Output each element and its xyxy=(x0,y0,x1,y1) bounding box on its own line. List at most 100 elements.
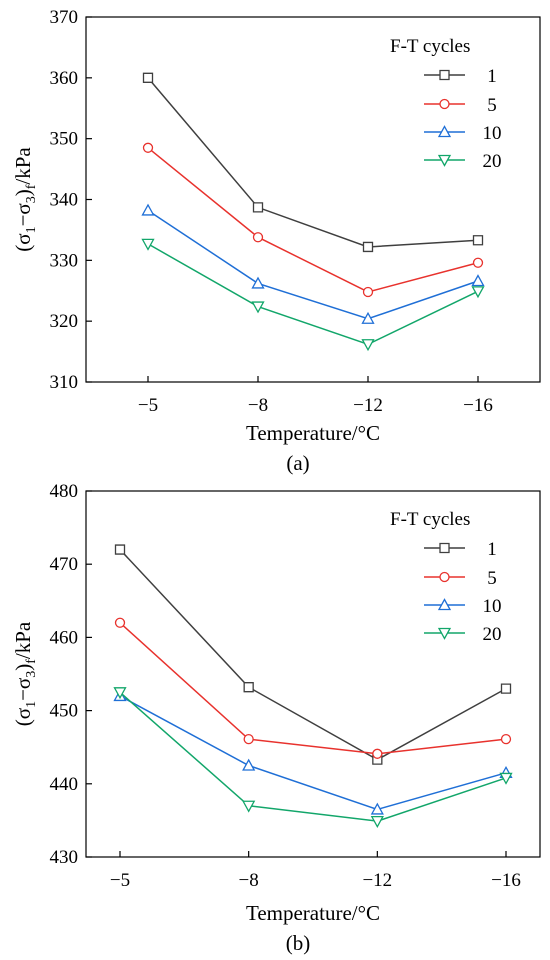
x-tick-label: −12 xyxy=(353,395,383,416)
x-axis-label: Temperature/°C xyxy=(246,421,380,445)
legend-marker xyxy=(439,542,450,554)
legend: F-T cycles 1 5 10 20 xyxy=(390,36,502,172)
data-point xyxy=(362,241,374,253)
y-tick-label: 370 xyxy=(50,7,79,28)
x-tick-label: −5 xyxy=(110,870,130,891)
data-point xyxy=(500,683,512,694)
legend: F-T cycles 1 5 10 20 xyxy=(390,509,502,645)
legend-item: 5 xyxy=(424,95,497,116)
x-tick-label: −12 xyxy=(362,870,392,891)
data-point xyxy=(361,311,375,324)
data-point xyxy=(472,235,484,246)
data-point xyxy=(252,232,264,243)
plot-frame xyxy=(85,490,541,858)
y-tick-label: 350 xyxy=(50,129,79,150)
legend-label: 1 xyxy=(487,539,497,560)
legend-item: 10 xyxy=(424,596,502,617)
y-tick-label: 470 xyxy=(50,554,79,575)
series-10 xyxy=(113,689,513,815)
y-tick-label: 320 xyxy=(50,311,79,332)
data-point xyxy=(370,802,384,815)
legend-marker xyxy=(437,627,452,640)
legend-label: 20 xyxy=(483,624,502,645)
data-point xyxy=(362,286,374,298)
data-point xyxy=(243,682,254,693)
y-axis-label: (σ1−σ3)f/kPa xyxy=(11,621,39,726)
data-point xyxy=(252,202,264,213)
data-point xyxy=(471,274,485,287)
data-point xyxy=(242,758,256,771)
data-point xyxy=(243,733,254,745)
y-tick-label: 450 xyxy=(50,701,79,722)
series-line xyxy=(147,77,479,248)
series-10 xyxy=(141,203,485,324)
series-20 xyxy=(141,238,485,352)
data-point xyxy=(142,142,154,153)
series-1 xyxy=(142,72,484,253)
legend-label: 10 xyxy=(483,596,502,617)
chart-panel-1: 310 320 330 340 350 360 370 −5 −8 −12 −16 Temperatu… xyxy=(11,7,541,475)
series-line xyxy=(119,549,507,761)
y-tick-label: 460 xyxy=(50,627,79,648)
data-point xyxy=(141,203,155,216)
y-tick-label: 310 xyxy=(50,372,79,393)
panel-label: (b) xyxy=(286,931,311,955)
data-point xyxy=(114,617,126,628)
data-point xyxy=(114,544,126,555)
x-tick-label: −8 xyxy=(248,395,268,416)
legend-marker xyxy=(437,154,452,167)
series-1 xyxy=(114,544,512,765)
series-line xyxy=(147,147,479,293)
legend-marker xyxy=(439,98,450,110)
data-point xyxy=(142,72,154,83)
y-tick-label: 330 xyxy=(50,250,79,271)
series-line xyxy=(147,209,479,320)
legend-marker xyxy=(437,125,452,138)
y-axis-label: (σ1−σ3)f/kPa xyxy=(11,147,39,252)
data-point xyxy=(500,733,512,745)
y-tick-label: 360 xyxy=(50,68,79,89)
legend-label: 5 xyxy=(487,95,497,116)
legend-label: 10 xyxy=(483,123,502,144)
y-tick-label: 340 xyxy=(50,190,79,211)
x-tick-label: −8 xyxy=(239,870,259,891)
legend-item: 20 xyxy=(424,151,502,172)
legend-marker xyxy=(439,571,450,583)
series-line xyxy=(119,691,507,822)
y-tick-label: 440 xyxy=(50,774,79,795)
legend-label: 1 xyxy=(487,66,497,87)
series-line xyxy=(119,622,507,755)
legend-marker xyxy=(437,598,452,611)
data-point xyxy=(499,772,513,785)
series-5 xyxy=(142,142,484,298)
legend-title: F-T cycles xyxy=(390,509,470,530)
data-point xyxy=(141,238,155,251)
series-line xyxy=(119,695,507,811)
legend-item: 5 xyxy=(424,568,497,589)
series-5 xyxy=(114,617,512,759)
chart-panel-2: 430 440 450 460 470 480 −5 −8 −12 −16 Temperature/… xyxy=(11,481,541,955)
data-point xyxy=(113,687,127,700)
series-20 xyxy=(113,687,513,828)
data-point xyxy=(251,301,265,314)
data-point xyxy=(251,276,265,289)
x-axis-label: Temperature/°C xyxy=(246,901,380,925)
x-tick-label: −5 xyxy=(138,395,158,416)
y-tick-label: 480 xyxy=(50,481,79,502)
plot-frame xyxy=(85,16,541,383)
legend-item: 1 xyxy=(424,539,497,560)
data-point xyxy=(370,815,384,828)
y-tick-label: 430 xyxy=(50,847,79,868)
series-line xyxy=(147,243,479,346)
data-point xyxy=(372,748,383,759)
legend-marker xyxy=(439,69,450,81)
x-tick-label: −16 xyxy=(463,395,493,416)
legend-label: 20 xyxy=(483,151,502,172)
panel-label: (a) xyxy=(286,451,309,475)
data-point xyxy=(471,286,485,299)
data-point xyxy=(472,257,484,268)
legend-item: 20 xyxy=(424,624,502,645)
data-point xyxy=(242,800,256,813)
